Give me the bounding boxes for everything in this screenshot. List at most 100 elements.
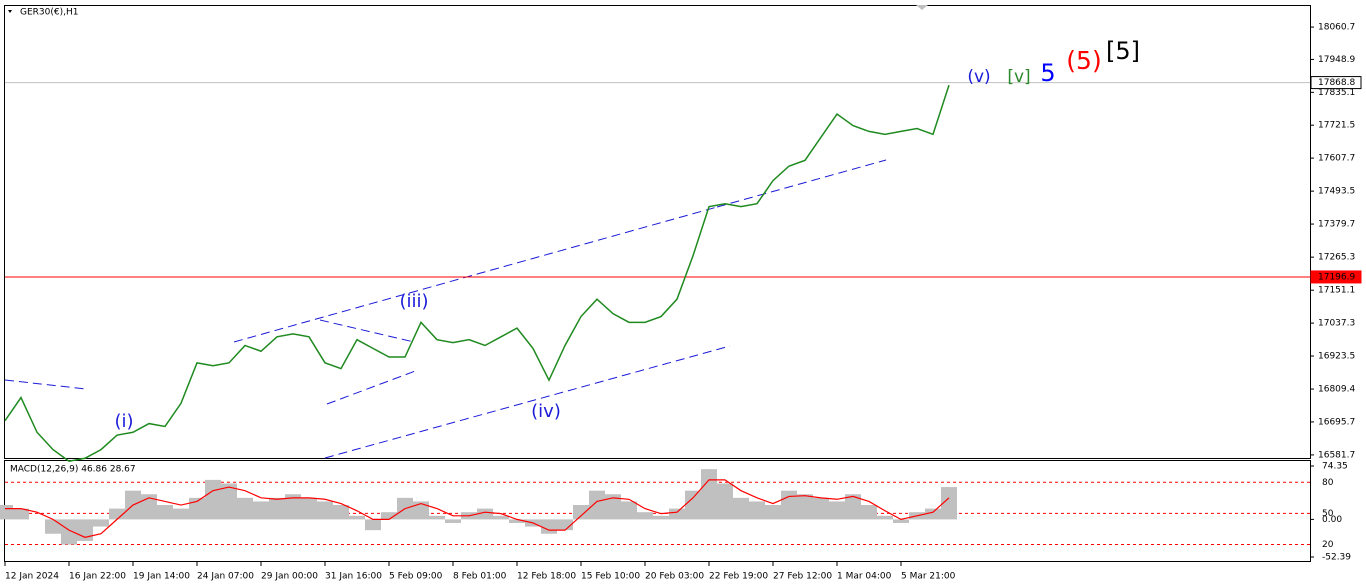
histogram-bar (189, 497, 205, 520)
histogram-bar (701, 469, 717, 520)
wave-label: [5] (1106, 37, 1140, 65)
histogram-bar (349, 515, 365, 520)
histogram-bar (61, 519, 77, 545)
shift-marker (916, 5, 928, 10)
y2-tick-label: 80 (1322, 478, 1334, 488)
x-tick-label: 20 Feb 03:00 (645, 572, 704, 582)
histogram-bar (621, 501, 637, 520)
trendline (324, 345, 731, 459)
histogram-bar (365, 519, 381, 531)
y-tick-label: 74.35 (1322, 462, 1348, 472)
macd-title: MACD(12,26,9) 46.86 28.67 (10, 465, 136, 475)
histogram-bar (445, 519, 461, 523)
y-tick-label: 17379.7 (1318, 220, 1355, 230)
y-tick-label: 17948.9 (1318, 55, 1355, 65)
wave-label: (v) (967, 67, 990, 87)
y-tick-label: 17835.1 (1318, 88, 1355, 98)
histogram-bar (141, 494, 157, 520)
price-panel (4, 5, 1311, 459)
histogram-bar (797, 494, 813, 520)
x-tick-label: 15 Feb 10:00 (581, 572, 640, 582)
y-tick-label: 18060.7 (1318, 23, 1355, 33)
y-tick-label: 17265.3 (1318, 253, 1355, 263)
trendlines (4, 159, 887, 459)
x-tick-label: 29 Jan 00:00 (261, 572, 318, 582)
y-tick-label: 17493.5 (1318, 187, 1355, 197)
histogram-bar (605, 494, 621, 520)
histogram-bar (285, 494, 301, 520)
x-tick-label: 12 Feb 18:00 (517, 572, 576, 582)
histogram-bar (109, 508, 125, 520)
histogram-bar (0, 505, 13, 520)
series-line (5, 479, 950, 538)
x-tick-label: 5 Feb 09:00 (389, 572, 443, 582)
y-tick-label: 17721.5 (1318, 121, 1355, 131)
histogram-bar (925, 508, 941, 520)
histogram-bar (429, 515, 445, 520)
histogram-bar (941, 487, 957, 520)
histogram-bar (13, 508, 29, 520)
histogram-bar (781, 490, 797, 520)
histogram-bar (861, 505, 877, 520)
trendline (326, 369, 419, 405)
price-tag-label: 17196.9 (1318, 272, 1355, 282)
series-line (4, 84, 950, 462)
wave-label: (iv) (531, 401, 561, 422)
x-tick-label: 27 Feb 12:00 (773, 572, 832, 582)
histogram-bar (253, 501, 269, 520)
histogram-bar (829, 501, 845, 520)
histogram-bar (733, 497, 749, 520)
histogram-bar (541, 519, 557, 534)
histogram-bar (221, 483, 237, 520)
x-tick-label: 12 Jan 2024 (5, 572, 59, 582)
histogram-bar (333, 505, 349, 520)
y-tick-label: 17151.1 (1318, 286, 1355, 296)
histogram-bar (301, 497, 317, 520)
trendline (716, 159, 887, 208)
histogram-bar (269, 497, 285, 520)
histogram-bar (557, 519, 573, 531)
x-tick-label: 8 Feb 01:00 (453, 572, 507, 582)
y-tick-label: 0.00 (1322, 515, 1342, 525)
histogram-bar (45, 519, 61, 534)
y-tick-label: 16809.4 (1318, 385, 1355, 395)
histogram-bar (589, 490, 605, 520)
histogram-bar (173, 508, 189, 520)
price-tag (1310, 76, 1362, 90)
histogram-bar (157, 505, 173, 520)
chart-title: GER30(€),H1 (20, 8, 78, 18)
x-tick-label: 22 Feb 19:00 (709, 572, 768, 582)
y-tick-label: 16923.5 (1318, 352, 1355, 362)
wave-label: 5 (1040, 59, 1055, 87)
histogram-bar (765, 505, 781, 520)
histogram-bar (477, 508, 493, 520)
y2-tick-label: 50 (1322, 509, 1334, 519)
price-tag (1310, 270, 1362, 284)
histogram-bar (685, 490, 701, 520)
x-tick-label: 19 Jan 14:00 (133, 572, 190, 582)
histogram-bar (237, 497, 253, 520)
histogram-bar (749, 501, 765, 520)
x-tick-label: 31 Jan 16:00 (325, 572, 382, 582)
histogram-bar (93, 519, 109, 527)
histogram-bar (845, 494, 861, 520)
wave-label: (5) (1066, 46, 1101, 75)
y-tick-label: 17037.3 (1318, 319, 1355, 329)
histogram-bar (381, 512, 397, 520)
x-tick-label: 5 Mar 21:00 (901, 572, 956, 582)
x-tick-label: 1 Mar 04:00 (837, 572, 892, 582)
histogram-bar (813, 497, 829, 520)
histogram-bar (893, 519, 909, 523)
title-arrow (8, 10, 12, 13)
histogram-bar (573, 505, 589, 520)
y-tick-label: -52.39 (1322, 553, 1351, 563)
trendline (319, 319, 415, 343)
x-tick-label: 16 Jan 22:00 (69, 572, 126, 582)
wave-label: (i) (114, 411, 133, 432)
histogram-bar (717, 483, 733, 520)
histogram-bar (317, 501, 333, 520)
histogram-bar (205, 479, 221, 520)
histogram-bar (509, 519, 525, 523)
histogram-bar (413, 501, 429, 520)
